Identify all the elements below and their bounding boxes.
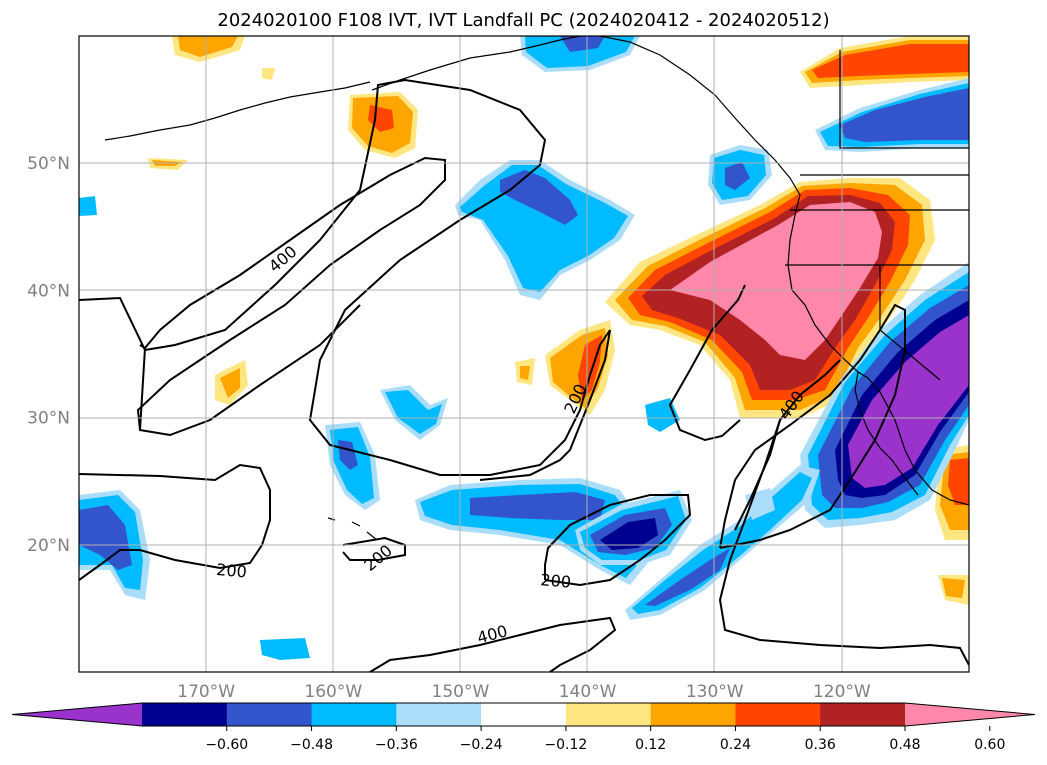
plot-frame	[78, 35, 970, 673]
ivt-contour-400	[136, 156, 446, 431]
latitude-label: 50°N	[27, 154, 70, 174]
alaska-panhandle	[599, 36, 801, 196]
colorbar-tick-label: −0.36	[375, 737, 418, 753]
us-west-coast	[787, 194, 969, 506]
colorbar-extend-max	[905, 703, 1035, 726]
longitude-label: 120°W	[813, 682, 871, 702]
ivt-anomaly-fill	[79, 36, 969, 660]
colorbar-segment	[396, 703, 482, 726]
colorbar-tick-label: 0.36	[805, 737, 836, 753]
colorbar-segment	[142, 703, 228, 726]
colorbar-segment	[735, 703, 821, 726]
colorbar-tick-label: 0.12	[635, 737, 666, 753]
colorbar-tick-label: 0.24	[720, 737, 751, 753]
alaska-coast	[371, 36, 581, 91]
ivt-contour-400	[668, 284, 746, 442]
latitude-label: 30°N	[27, 409, 70, 429]
contour-label: 400	[475, 621, 509, 647]
hawaii-island	[366, 531, 378, 541]
hawaii-island	[351, 521, 361, 527]
longitude-label: 160°W	[304, 682, 362, 702]
contour-label: 400	[265, 242, 301, 276]
latitude-label: 40°N	[27, 281, 70, 301]
ivt-contour-400	[369, 616, 617, 672]
colorbar-segment	[650, 703, 736, 726]
longitude-label: 150°W	[432, 682, 490, 702]
colorbar: −0.60 −0.48 −0.36 −0.24 −0.12 0.12 0.24 0.36 0.4…	[11, 702, 1036, 753]
colorbar-segment	[565, 703, 652, 726]
colorbar-extend-min	[12, 703, 142, 726]
ivt-contour-200	[544, 494, 692, 587]
positive-anomaly-region	[670, 202, 882, 360]
colorbar-tick-label: −0.24	[460, 737, 503, 753]
ivt-contour-200	[342, 536, 406, 561]
longitude-labels: 170°W 160°W 150°W 140°W 130°W 120°W	[177, 682, 871, 702]
longitude-label: 140°W	[559, 682, 617, 702]
ivt-contours	[79, 78, 969, 672]
coastlines	[104, 36, 969, 541]
longitude-label: 130°W	[686, 682, 744, 702]
ivt-contour-200	[719, 303, 906, 549]
longitude-label: 170°W	[177, 682, 235, 702]
colorbar-segment	[820, 703, 906, 726]
colorbar-tick-label: −0.60	[205, 737, 248, 753]
colorbar-outline	[11, 702, 1036, 727]
baja-peninsula	[854, 371, 919, 496]
colorbar-tick-label: −0.48	[290, 737, 333, 753]
colorbar-tick-label: −0.12	[544, 737, 587, 753]
state-border	[839, 50, 969, 149]
ivt-contour-200	[79, 78, 611, 476]
contour-label: 200	[360, 541, 396, 575]
state-border	[879, 265, 941, 381]
colorbar-tick-label: 0.60	[974, 737, 1005, 753]
colorbar-segment	[481, 703, 567, 726]
colorbar-segment	[311, 703, 397, 726]
contour-label: 200	[540, 570, 572, 592]
colorbar-tick-label: 0.48	[889, 737, 920, 753]
latitude-labels: 50°N 40°N 30°N 20°N	[27, 154, 70, 556]
hawaii-island	[327, 517, 336, 521]
latitude-label: 20°N	[27, 536, 70, 556]
colorbar-segment	[226, 703, 313, 726]
aleutian-islands	[104, 81, 371, 141]
gridlines	[79, 36, 969, 672]
map-title: 2024020100 F108 IVT, IVT Landfall PC (20…	[217, 10, 830, 31]
contour-label: 200	[215, 560, 247, 582]
